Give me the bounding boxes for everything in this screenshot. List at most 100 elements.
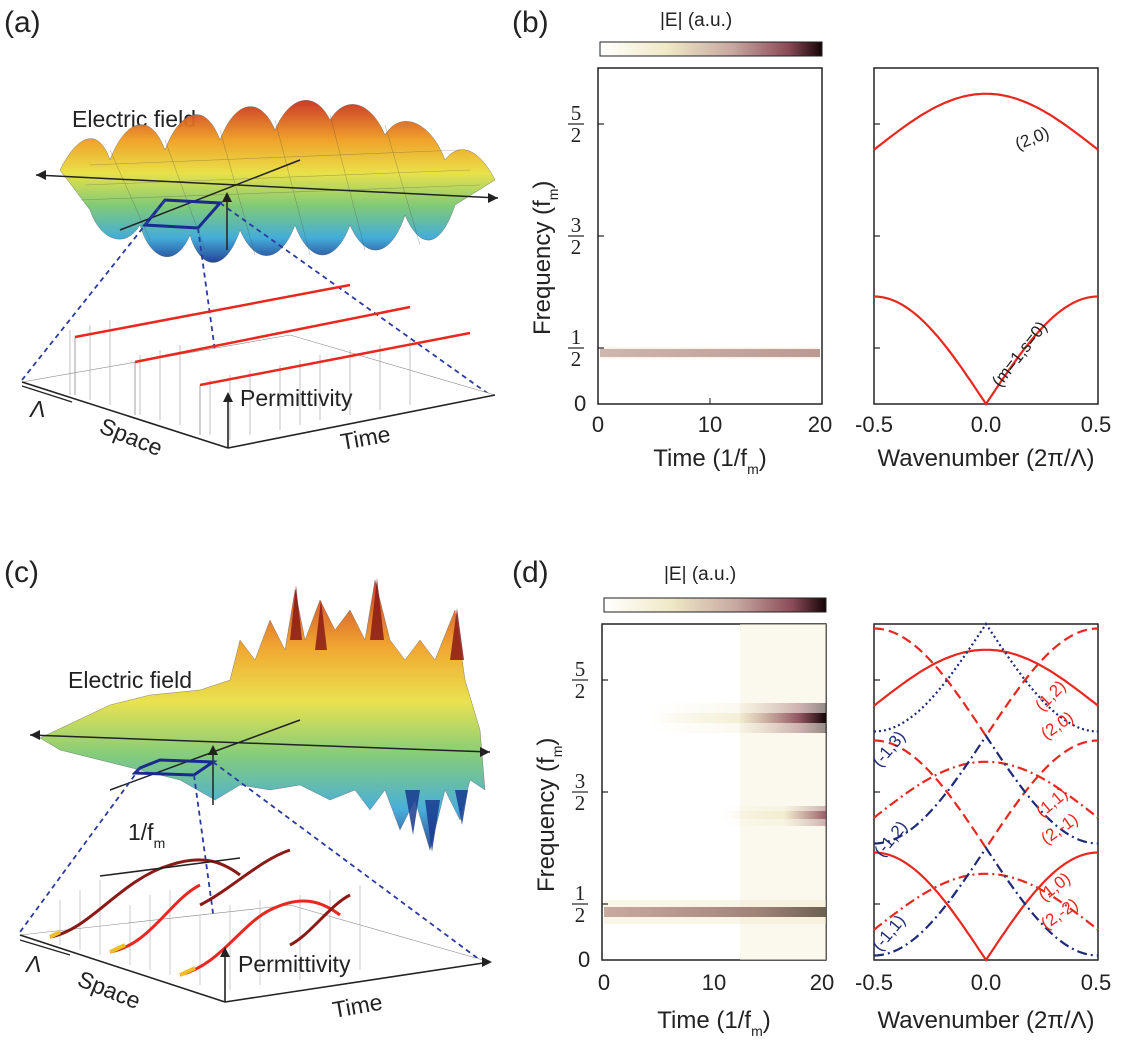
x-tick-d-left-1: 10 [702, 970, 726, 995]
series-line-2-0 [873, 92, 1099, 151]
x-axis-label-main-d: Time (1/f [657, 1007, 751, 1034]
series-line-1-0 [873, 851, 1099, 962]
series-line-2-0 [873, 648, 1099, 707]
arrow-icon [223, 392, 233, 402]
x-tick-d-right-1: 0.0 [971, 970, 1002, 995]
dispersion-curves-b [873, 92, 1099, 406]
series-line-2-2 [873, 872, 1099, 931]
x-tick-b-left-0: 0 [592, 412, 604, 437]
heatmap-band-d-5half [650, 713, 826, 723]
field-axis-x-c [29, 734, 491, 753]
x-tick-d-right-0: -0.5 [855, 970, 893, 995]
x-tick-b-right-1: 0.0 [971, 412, 1002, 437]
y-tick-zero-d: 0 [578, 947, 590, 972]
space-axis-a [21, 381, 229, 449]
period-label-c: 1/fm [128, 819, 165, 851]
period-bracket-c [99, 857, 241, 877]
y-axis-label-sub-b: m [545, 189, 561, 201]
y-axis-label-d: Frequency (fm) [533, 738, 565, 892]
y-tick-frac-num: 5 [571, 101, 582, 125]
y-tick-frac-den: 2 [571, 347, 582, 371]
arrow-icon [36, 170, 46, 180]
dispersion-frame-b [873, 67, 1099, 405]
period-label-main-c: 1/f [128, 819, 154, 845]
heatmap-band-d-half [604, 907, 826, 917]
x-axis-label-main-b: Time (1/f [653, 445, 747, 472]
heatmap-band-d-3half [720, 811, 826, 819]
heatmap-band-b-half [600, 349, 820, 357]
electric-field-label-c: Electric field [68, 667, 192, 693]
series-line-1-1 [873, 846, 1099, 957]
field-troughs-c [405, 790, 468, 852]
panel-label-c: (c) [4, 556, 39, 589]
y-axis-label-end-d: ) [533, 738, 560, 746]
x-tick-d-right-2: 0.5 [1081, 970, 1112, 995]
space-axis-c [19, 934, 226, 1003]
panel-a: (a) Electric field [4, 6, 499, 461]
permittivity-label-c: Permittivity [238, 951, 351, 977]
time-axis-c [224, 961, 491, 1003]
colorbar-label-d: |E| (a.u.) [664, 564, 736, 585]
x-tick-b-left-1: 10 [698, 412, 722, 437]
y-axis-label-main-b: Frequency (f [529, 200, 556, 335]
y-tick-frac-den: 2 [575, 679, 586, 703]
heatmap-frame-b [597, 67, 823, 405]
x-axis-label-end-d: ) [763, 1007, 771, 1034]
x-axis-label-end-b: ) [759, 445, 767, 472]
heatmap-background-glow-d [740, 624, 826, 960]
x-axis-label-d-left: Time (1/fm) [657, 1007, 770, 1039]
y-tick-frac-den: 2 [571, 235, 582, 259]
x-axis-label-b-right: Wavenumber (2π/Λ) [877, 445, 1094, 472]
permittivity-label-a: Permittivity [240, 385, 353, 411]
y-tick-frac-den: 2 [571, 123, 582, 147]
series-line-1-3 [873, 622, 1099, 733]
y-tick-frac-num: 3 [571, 213, 582, 237]
arrow-icon [488, 193, 498, 203]
arrow-icon [480, 747, 490, 757]
y-tick-zero-b: 0 [574, 391, 586, 416]
series-line-2-1 [873, 760, 1099, 819]
colorbar-label-b: |E| (a.u.) [660, 10, 732, 31]
x-tick-b-left-2: 20 [808, 412, 832, 437]
y-tick-frac-num: 3 [575, 769, 586, 793]
electric-field-surface-a [59, 100, 496, 263]
lambda-bracket-c [19, 939, 71, 956]
arrow-icon [220, 947, 230, 957]
electric-field-surface-c [39, 579, 486, 851]
arrow-icon [30, 730, 40, 740]
colorbar-b [599, 41, 823, 57]
y-axis-label-end-b: ) [529, 181, 556, 189]
y-tick-frac-num: 1 [571, 325, 582, 349]
panel-label-a: (a) [4, 6, 41, 39]
y-axis-label-b: Frequency (fm) [529, 181, 561, 335]
x-axis-label-b-left: Time (1/fm) [653, 445, 766, 477]
series-line-m-1-s-0 [873, 295, 1099, 406]
x-axis-label-sub-d: m [751, 1023, 763, 1039]
lambda-label-a: Λ [28, 396, 45, 422]
lambda-bracket-a [21, 385, 73, 403]
panel-label-b: (b) [512, 6, 549, 39]
lambda-label-c: Λ [24, 951, 41, 977]
y-tick-frac-num: 5 [575, 657, 586, 681]
x-axis-label-sub-b: m [747, 461, 759, 477]
heatmap-band-glow-d-half [604, 900, 826, 924]
field-peaks-c [290, 578, 464, 660]
x-tick-d-left-0: 0 [598, 970, 610, 995]
dispersion-curves-d [873, 622, 1099, 962]
period-label-sub-c: m [154, 835, 166, 851]
panel-label-d: (d) [512, 556, 549, 589]
dispersion-frame-d [873, 623, 1099, 961]
field-axis-x-a [35, 174, 499, 199]
x-tick-d-left-2: 20 [810, 970, 834, 995]
arrow-icon [208, 745, 218, 755]
y-tick-frac-den: 2 [575, 903, 586, 927]
y-axis-label-main-d: Frequency (f [533, 757, 560, 892]
series-line-1-2 [873, 734, 1099, 845]
y-tick-frac-den: 2 [575, 791, 586, 815]
arrow-icon [482, 957, 492, 967]
time-label-c: Time [330, 989, 384, 1023]
